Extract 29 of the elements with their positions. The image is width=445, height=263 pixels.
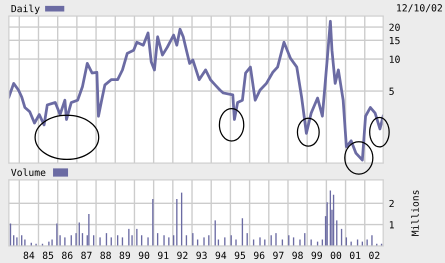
- x-tick-label: 00: [330, 252, 342, 260]
- y-tick-label: 15: [390, 36, 400, 44]
- y-tick-label: 2: [389, 200, 394, 208]
- x-tick-label: 86: [62, 252, 72, 260]
- x-tick-label: 85: [42, 252, 54, 260]
- y-tick-label: 5: [389, 88, 394, 95]
- x-tick-label: 87: [81, 252, 92, 260]
- x-tick-label: 90: [138, 252, 150, 260]
- x-tick-label: 84: [24, 252, 34, 260]
- text: 12/10/02: [397, 4, 442, 12]
- y-tick-label: 1: [390, 221, 394, 228]
- x-tick-label: 99: [312, 252, 322, 260]
- x-tick-label: 93: [196, 252, 207, 260]
- x-tick-label: 91: [158, 252, 168, 260]
- x-tick-label: 97: [273, 252, 284, 260]
- x-tick-label: 96: [254, 252, 264, 260]
- legend-label: Volume: [11, 168, 46, 176]
- x-tick-label: 88: [100, 252, 111, 260]
- legend-label: Daily: [11, 4, 40, 14]
- x-tick-label: 01: [350, 252, 360, 260]
- x-tick-label: 02: [369, 252, 380, 260]
- x-tick-label: 95: [234, 252, 246, 260]
- x-tick-label: 89: [120, 252, 130, 260]
- y-tick-label: 20: [389, 24, 400, 31]
- y-tick-label: 10: [390, 56, 400, 63]
- x-tick-label: 98: [292, 252, 303, 260]
- y-axis-title: Millions: [411, 190, 419, 236]
- x-tick-label: 92: [177, 252, 188, 260]
- x-tick-label: 94: [216, 252, 226, 260]
